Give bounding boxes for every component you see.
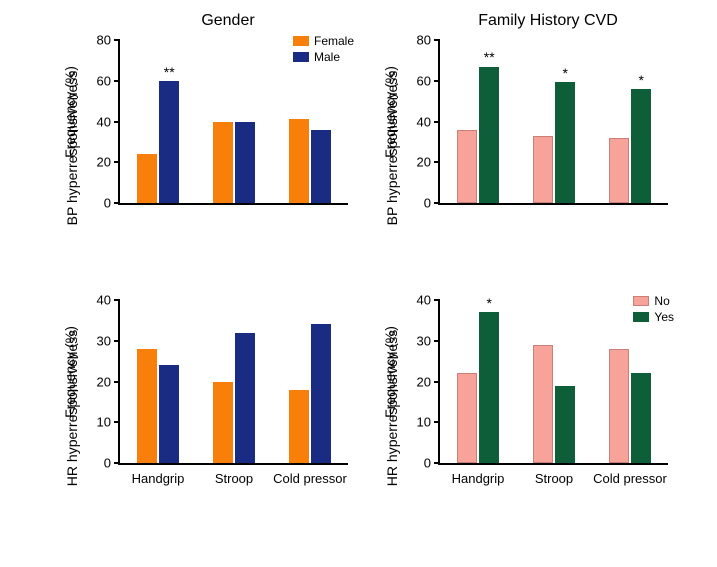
x-tick-label: Cold pressor: [593, 463, 667, 486]
y-tick-label: 20: [417, 155, 440, 170]
legend-item: No: [633, 294, 674, 308]
y-tick-label: 60: [97, 73, 120, 88]
legend-label: No: [654, 294, 669, 308]
y-axis-label-bottom: BP hyperresponsiveness: [64, 58, 80, 238]
y-tick-label: 40: [97, 293, 120, 308]
bar: [479, 312, 499, 463]
bar: [137, 349, 157, 463]
bar: [311, 130, 331, 203]
bar: [533, 136, 553, 203]
panel-cvd-bp: Frequency (%) BP hyperresponsiveness 020…: [420, 40, 680, 250]
panel-gender-hr: Frequency (%) HR hyperresponsiveness 010…: [100, 300, 360, 530]
bar: [533, 345, 553, 463]
bar: [457, 373, 477, 463]
bar: [137, 154, 157, 203]
y-tick-label: 0: [104, 196, 120, 211]
legend-item: Male: [293, 50, 354, 64]
y-axis-label-bottom: HR hyperresponsiveness: [64, 318, 80, 498]
bar: [213, 382, 233, 464]
bar: [479, 67, 499, 204]
legend-swatch: [633, 312, 649, 322]
y-tick-label: 20: [417, 374, 440, 389]
panel-gender-bp: Frequency (%) BP hyperresponsiveness 020…: [100, 40, 360, 250]
plot-area: 010203040HandgripStroopCold pressor: [118, 300, 348, 465]
legend-swatch: [293, 52, 309, 62]
legend-item: Yes: [633, 310, 674, 324]
panel-cvd-hr: Frequency (%) HR hyperresponsiveness 010…: [420, 300, 680, 530]
bar: [311, 324, 331, 463]
y-tick-label: 80: [417, 33, 440, 48]
significance-marker: **: [484, 50, 495, 64]
bar: [631, 373, 651, 463]
y-tick-label: 20: [97, 374, 120, 389]
significance-marker: *: [562, 66, 567, 80]
y-tick-label: 20: [97, 155, 120, 170]
y-axis-label-bottom: HR hyperresponsiveness: [384, 318, 400, 498]
bar: [235, 122, 255, 204]
x-tick-label: Stroop: [215, 463, 253, 486]
legend-swatch: [633, 296, 649, 306]
y-tick-label: 40: [97, 114, 120, 129]
legend-label: Female: [314, 34, 354, 48]
y-tick-label: 30: [97, 333, 120, 348]
y-tick-label: 40: [417, 114, 440, 129]
y-tick-label: 0: [424, 196, 440, 211]
bar: [555, 82, 575, 203]
legend-cvd: No Yes: [633, 294, 674, 326]
legend-label: Male: [314, 50, 340, 64]
y-tick-label: 60: [417, 73, 440, 88]
bar: [213, 122, 233, 204]
figure: Gender Family History CVD Frequency (%) …: [0, 0, 717, 567]
bar: [555, 386, 575, 463]
column-title-right: Family History CVD: [448, 12, 648, 30]
bar: [457, 130, 477, 203]
y-tick-label: 80: [97, 33, 120, 48]
legend-gender: Female Male: [293, 34, 354, 66]
plot-area: 020406080****: [438, 40, 668, 205]
x-tick-label: Handgrip: [452, 463, 505, 486]
bar: [631, 89, 651, 203]
y-axis-label-bottom: BP hyperresponsiveness: [384, 58, 400, 238]
significance-marker: *: [638, 73, 643, 87]
y-tick-label: 30: [417, 333, 440, 348]
significance-marker: *: [486, 296, 491, 310]
y-tick-label: 10: [97, 415, 120, 430]
bar: [609, 138, 629, 203]
bar: [159, 365, 179, 463]
column-title-left: Gender: [128, 12, 328, 30]
bar: [289, 390, 309, 463]
bar: [289, 119, 309, 203]
bar: [609, 349, 629, 463]
x-tick-label: Stroop: [535, 463, 573, 486]
legend-label: Yes: [654, 310, 674, 324]
legend-item: Female: [293, 34, 354, 48]
y-tick-label: 10: [417, 415, 440, 430]
significance-marker: **: [164, 65, 175, 79]
y-tick-label: 0: [104, 456, 120, 471]
x-tick-label: Handgrip: [132, 463, 185, 486]
y-tick-label: 0: [424, 456, 440, 471]
bar: [235, 333, 255, 463]
y-tick-label: 40: [417, 293, 440, 308]
bar: [159, 81, 179, 203]
x-tick-label: Cold pressor: [273, 463, 347, 486]
legend-swatch: [293, 36, 309, 46]
